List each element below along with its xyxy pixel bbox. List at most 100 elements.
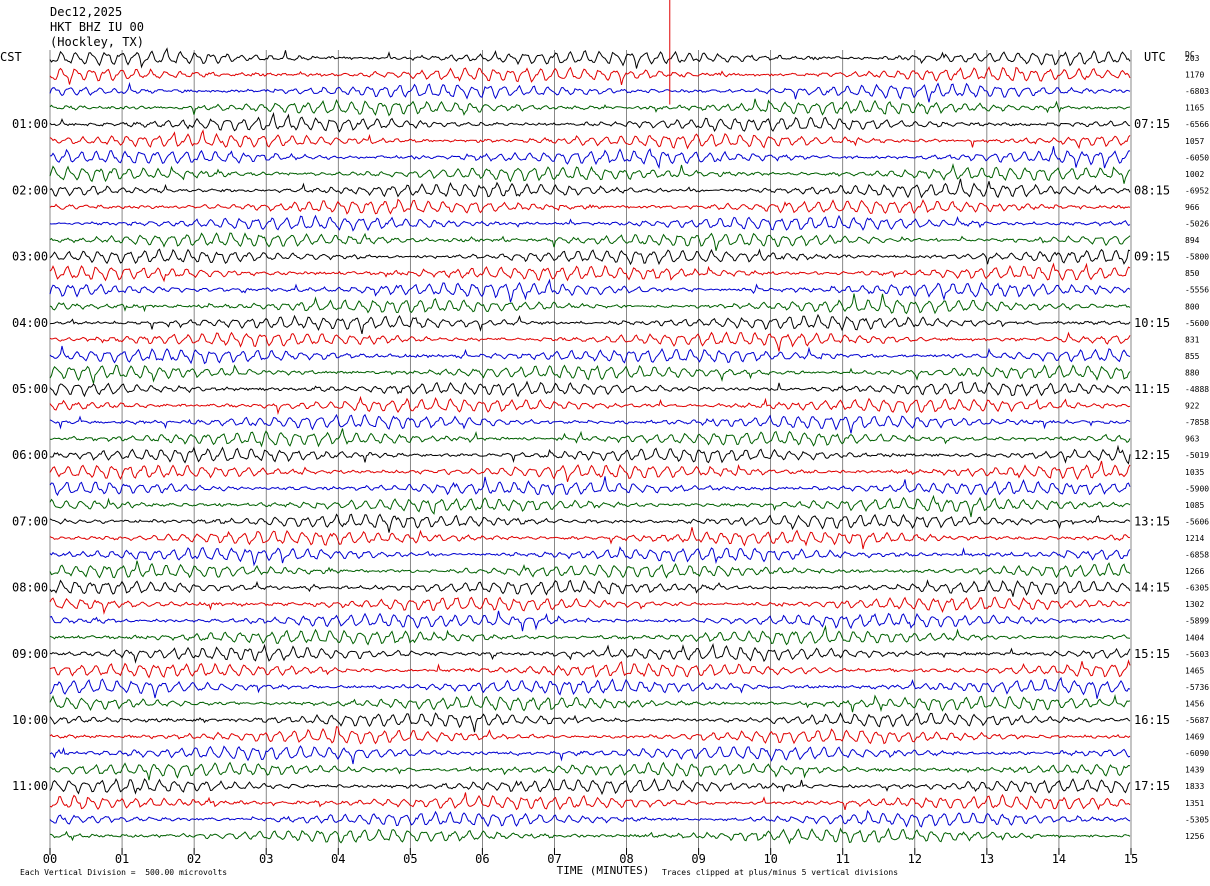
seismic-trace-26 <box>49 476 1131 497</box>
right-hour-label: 15:15 <box>1134 647 1170 661</box>
dc-offset-label: 1165 <box>1185 104 1204 113</box>
seismic-trace-41 <box>49 726 1131 745</box>
x-tick-label: 09 <box>691 852 705 866</box>
seismic-trace-39 <box>49 694 1131 713</box>
left-hour-label: 10:00 <box>12 713 48 727</box>
seismic-trace-25 <box>49 460 1131 482</box>
dc-offset-label: 800 <box>1185 302 1200 311</box>
dc-offset-label: 1302 <box>1185 600 1204 609</box>
header-station: HKT BHZ IU 00 <box>50 20 144 34</box>
dc-offset-label: 1214 <box>1185 534 1204 543</box>
dc-offset-label: -6050 <box>1185 153 1209 162</box>
seismic-trace-9 <box>49 198 1131 215</box>
clip-note: Traces clipped at plus/minus 5 vertical … <box>662 868 899 877</box>
seismic-trace-4 <box>49 111 1131 133</box>
seismic-trace-44 <box>49 778 1131 796</box>
seismic-trace-12 <box>49 248 1131 266</box>
right-hour-label: 11:15 <box>1134 382 1170 396</box>
dc-offset-label: -5800 <box>1185 253 1209 262</box>
x-tick-label: 03 <box>259 852 273 866</box>
seismic-trace-36 <box>49 642 1131 664</box>
dc-offset-label: 1351 <box>1185 799 1204 808</box>
dc-offset-label: 1833 <box>1185 782 1204 791</box>
seismic-trace-8 <box>49 178 1131 199</box>
seismic-trace-21 <box>49 395 1131 415</box>
x-tick-label: 13 <box>980 852 994 866</box>
seismic-trace-37 <box>49 659 1131 679</box>
dc-offset-label: 1456 <box>1185 699 1204 708</box>
dc-offset-label: 831 <box>1185 335 1200 344</box>
x-tick-label: 02 <box>187 852 201 866</box>
left-hour-label: 08:00 <box>12 581 48 595</box>
seismic-trace-46 <box>49 810 1131 828</box>
seismic-trace-18 <box>49 345 1131 365</box>
x-axis-label: TIME (MINUTES) <box>557 864 650 877</box>
x-tick-label: 10 <box>763 852 777 866</box>
header-location: (Hockley, TX) <box>50 35 144 49</box>
x-tick-label: 11 <box>836 852 850 866</box>
seismic-trace-32 <box>49 579 1131 597</box>
seismic-trace-35 <box>49 624 1131 646</box>
seismic-trace-40 <box>49 712 1131 733</box>
dc-offset-label: -6305 <box>1185 584 1209 593</box>
dc-offset-label: 1266 <box>1185 567 1204 576</box>
x-tick-label: 14 <box>1052 852 1066 866</box>
dc-offset-label: 850 <box>1185 269 1200 278</box>
dc-offset-label: -5687 <box>1185 716 1209 725</box>
seismic-trace-43 <box>49 761 1131 781</box>
seismic-trace-45 <box>49 792 1131 811</box>
dc-offset-label: 963 <box>1185 435 1200 444</box>
dc-offset-label: 1035 <box>1185 468 1204 477</box>
left-hour-label: 05:00 <box>12 382 48 396</box>
seismic-trace-27 <box>49 494 1131 518</box>
dc-offset-label: -6090 <box>1185 749 1209 758</box>
dc-offset-label: 1002 <box>1185 170 1204 179</box>
seismic-trace-31 <box>49 560 1131 579</box>
dc-offset-label: -5900 <box>1185 484 1209 493</box>
dc-offset-label: 1170 <box>1185 71 1204 80</box>
dc-offset-label: -5556 <box>1185 286 1209 295</box>
x-tick-label: 04 <box>331 852 345 866</box>
seismic-trace-2 <box>49 81 1131 103</box>
seismic-trace-16 <box>49 313 1131 335</box>
seismic-trace-17 <box>49 331 1131 352</box>
x-tick-label: 07 <box>547 852 561 866</box>
dc-offset-label: -5899 <box>1185 617 1209 626</box>
dc-offset-label: -4888 <box>1185 385 1209 394</box>
seismic-trace-0 <box>49 47 1131 69</box>
seismic-trace-5 <box>49 129 1131 150</box>
left-hour-label: 09:00 <box>12 647 48 661</box>
x-tick-label: 15 <box>1124 852 1138 866</box>
seismic-trace-13 <box>49 262 1131 283</box>
right-hour-label: 13:15 <box>1134 514 1170 528</box>
dc-offset-label: 1085 <box>1185 501 1204 510</box>
seismic-trace-11 <box>49 232 1131 251</box>
dc-offset-label: -5600 <box>1185 319 1209 328</box>
right-hour-label: 14:15 <box>1134 581 1170 595</box>
dc-offset-label: 922 <box>1185 402 1200 411</box>
dc-offset-label: 1404 <box>1185 633 1204 642</box>
dc-offset-label: -6803 <box>1185 87 1209 96</box>
seismic-trace-10 <box>49 214 1131 232</box>
right-hour-label: 07:15 <box>1134 117 1170 131</box>
seismic-trace-20 <box>49 380 1131 398</box>
seismic-trace-47 <box>49 827 1131 845</box>
dc-offset-label: -6566 <box>1185 120 1209 129</box>
seismic-trace-33 <box>49 596 1131 615</box>
left-hour-label: 11:00 <box>12 779 48 793</box>
x-tick-label: 08 <box>619 852 633 866</box>
left-hour-label: 04:00 <box>12 316 48 330</box>
seismic-trace-38 <box>49 676 1131 699</box>
dc-offset-label: 203 <box>1185 54 1200 63</box>
dc-offset-label: -6952 <box>1185 186 1209 195</box>
dc-offset-label: -5305 <box>1185 815 1209 824</box>
dc-offset-label: -5736 <box>1185 683 1209 692</box>
seismic-trace-24 <box>49 444 1131 465</box>
seismic-trace-42 <box>49 745 1131 765</box>
seismic-trace-7 <box>49 163 1131 184</box>
dc-offset-label: -5026 <box>1185 220 1209 229</box>
seismic-trace-23 <box>49 428 1131 448</box>
left-hour-label: 03:00 <box>12 250 48 264</box>
seismic-trace-28 <box>49 513 1131 533</box>
